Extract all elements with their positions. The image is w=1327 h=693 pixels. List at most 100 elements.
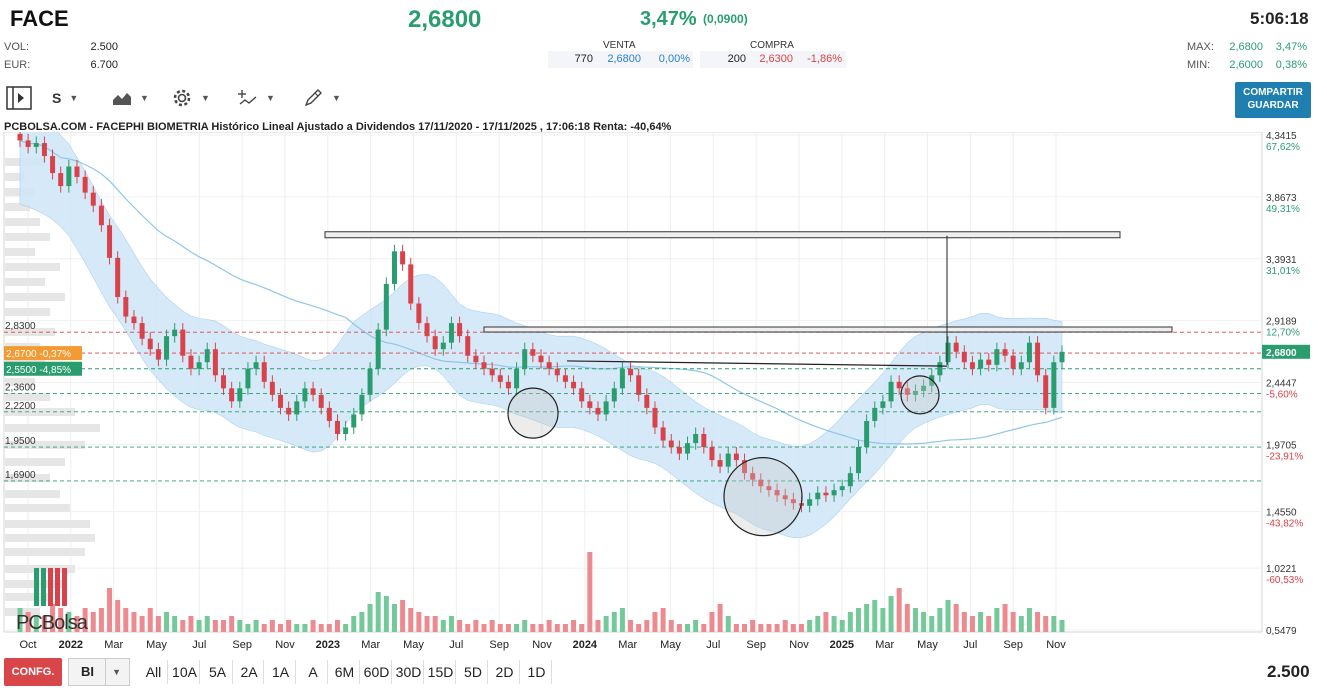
- volume-bar: [383, 596, 389, 632]
- candle-body: [497, 375, 503, 382]
- candle-body: [326, 407, 332, 421]
- period-button-10a[interactable]: 10A: [170, 660, 200, 684]
- volume-bar: [180, 620, 186, 632]
- settings-selector[interactable]: ▼: [171, 86, 210, 110]
- volume-bar: [457, 620, 463, 632]
- series-type-label: S: [52, 90, 62, 106]
- volume-bar: [147, 608, 153, 632]
- volume-bar: [864, 604, 870, 632]
- volume-bar: [896, 588, 902, 632]
- volume-bar: [1002, 604, 1008, 632]
- volume-bar: [286, 620, 292, 632]
- volume-bar: [343, 624, 349, 632]
- volume-profile-bar: [5, 534, 95, 542]
- candle-body: [1035, 342, 1041, 376]
- x-tick-label: Jul: [706, 639, 720, 651]
- volume-value: 2.500: [1267, 662, 1310, 681]
- volume-bar: [465, 624, 471, 632]
- volume-profile-bar: [5, 293, 65, 301]
- candle-body: [212, 349, 218, 376]
- y-tick-label: 1,9705: [1266, 440, 1297, 451]
- candle-body: [367, 368, 373, 395]
- sidebar-toggle-button[interactable]: [6, 86, 32, 110]
- period-button-2d[interactable]: 2D: [490, 660, 520, 684]
- highlight-circle: [900, 375, 940, 415]
- drawing-tools-selector[interactable]: ▼: [304, 86, 341, 110]
- volume-bar: [562, 624, 568, 632]
- volume-bar: [807, 620, 813, 632]
- volume-bar: [400, 600, 406, 632]
- candle-body: [82, 176, 88, 193]
- volume-bar: [847, 612, 853, 632]
- candle-body: [514, 368, 520, 389]
- venta-box: [548, 51, 693, 68]
- candle-body: [1059, 351, 1065, 363]
- volume-bar: [929, 616, 935, 632]
- interval-selector[interactable]: BI ▼: [68, 658, 130, 686]
- candle-body: [1043, 375, 1049, 408]
- volume-bar: [668, 620, 674, 632]
- period-button-5d[interactable]: 5D: [459, 660, 488, 684]
- volume-bar: [628, 620, 634, 632]
- volume-bar: [912, 608, 918, 632]
- volume-bar: [554, 624, 560, 632]
- x-tick-label: Mar: [875, 639, 894, 651]
- interval-label: BI: [81, 664, 94, 679]
- y-tick-label: 3,3931: [1266, 255, 1297, 266]
- candle-body: [782, 495, 788, 500]
- volume-bar: [758, 624, 764, 632]
- period-button-all[interactable]: All: [140, 660, 168, 684]
- volume-bar: [522, 620, 528, 632]
- volume-bar: [1051, 616, 1057, 632]
- chart-style-selector[interactable]: ▼: [112, 86, 149, 110]
- volume-bar: [432, 616, 438, 632]
- volume-bar: [725, 616, 731, 632]
- period-button-60d[interactable]: 60D: [362, 660, 392, 684]
- volume-bar: [261, 624, 267, 632]
- candle-body: [619, 368, 625, 389]
- period-button-5a[interactable]: 5A: [203, 660, 233, 684]
- volume-bar: [188, 616, 194, 632]
- level-tag-bg: [4, 361, 82, 376]
- indicators-selector[interactable]: ▼: [238, 86, 275, 110]
- candle-body: [131, 316, 137, 324]
- x-tick-label: Jul: [192, 639, 206, 651]
- config-button[interactable]: CONFG.: [4, 658, 62, 686]
- level-label: 2,3600: [5, 383, 36, 394]
- period-button-6m[interactable]: 6M: [330, 660, 360, 684]
- period-button-1a[interactable]: 1A: [266, 660, 296, 684]
- price-chart[interactable]: Oct 2022 Mar May Jul Sep Nov 2023 Mar May Jul Sep No…: [0, 132, 1327, 654]
- period-button-30d[interactable]: 30D: [394, 660, 424, 684]
- candle-body: [481, 362, 487, 369]
- eur-value: 6.700: [90, 59, 118, 71]
- x-tick-label: May: [917, 639, 938, 651]
- period-button-2a[interactable]: 2A: [235, 660, 264, 684]
- volume-profile-bar: [5, 490, 60, 498]
- volume-profile-bar: [5, 328, 55, 336]
- period-button-15d[interactable]: 15D: [426, 660, 456, 684]
- candle-body: [416, 303, 422, 324]
- candle-body: [391, 251, 397, 284]
- candle-body: [831, 490, 837, 496]
- chevron-down-icon: ▼: [69, 93, 79, 103]
- candle-body: [522, 349, 528, 369]
- candle-body: [473, 355, 479, 363]
- period-button-a[interactable]: A: [299, 660, 328, 684]
- chevron-down-icon: ▼: [105, 659, 121, 685]
- candle-body: [278, 394, 283, 408]
- candle-body: [188, 355, 194, 369]
- share-save-button[interactable]: COMPARTIR GUARDAR: [1235, 82, 1311, 118]
- last-price: 2,6800: [408, 6, 482, 33]
- series-type-selector[interactable]: S ▼: [52, 86, 78, 110]
- x-tick-label: Sep: [232, 639, 252, 651]
- candle-body: [286, 407, 292, 415]
- resistance-box: [483, 326, 1173, 333]
- compra-pct: -1,86%: [807, 53, 842, 65]
- volume-profile-bar: [5, 173, 25, 181]
- chevron-down-icon: ▼: [140, 93, 149, 103]
- volume-profile-bar: [5, 458, 65, 466]
- x-tick-label: Jul: [963, 639, 977, 651]
- volume-profile-bar: [5, 441, 85, 449]
- period-button-1d[interactable]: 1D: [522, 660, 552, 684]
- volume-bar: [497, 624, 503, 632]
